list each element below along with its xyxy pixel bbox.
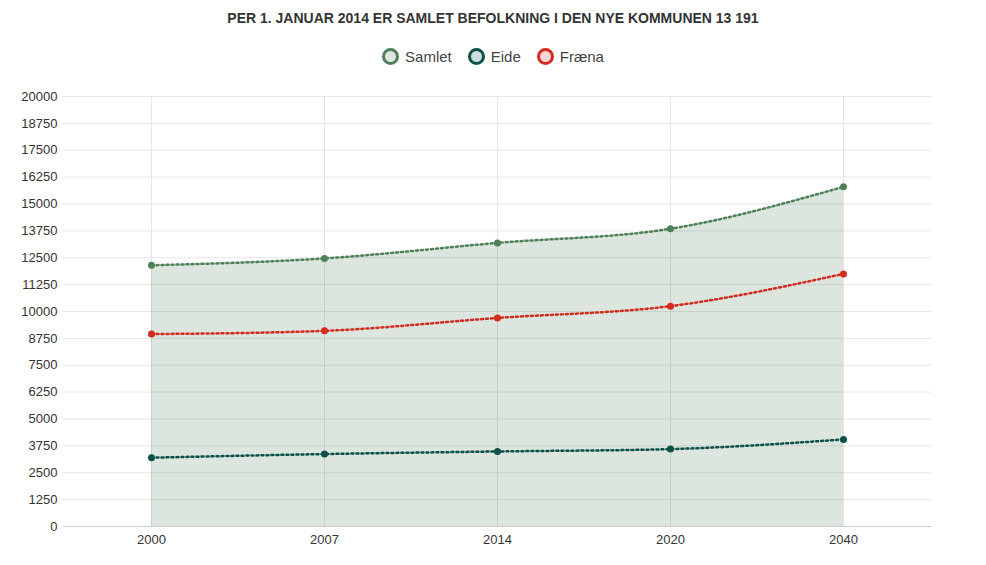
html-text:Samlet: Samlet bbox=[405, 47, 452, 65]
svg-text:2007: 2007 bbox=[310, 532, 339, 547]
svg-text:2014: 2014 bbox=[483, 532, 512, 547]
svg-text:8750: 8750 bbox=[29, 331, 58, 346]
svg-text:2000: 2000 bbox=[137, 532, 166, 547]
html-text:Eide: Eide bbox=[490, 47, 521, 65]
svg-text:7500: 7500 bbox=[29, 357, 58, 372]
html-text:PER 1. JANUAR 2014 ER SAMLET B: PER 1. JANUAR 2014 ER SAMLET BEFOLKNING … bbox=[227, 10, 759, 26]
svg-text:0: 0 bbox=[50, 519, 57, 534]
svg-text:10000: 10000 bbox=[21, 304, 57, 319]
svg-text:2500: 2500 bbox=[29, 465, 58, 480]
svg-text:2040: 2040 bbox=[829, 532, 858, 547]
svg-text:1250: 1250 bbox=[29, 492, 58, 507]
svg-text:15000: 15000 bbox=[21, 196, 57, 211]
svg-text:12500: 12500 bbox=[21, 250, 57, 265]
svg-text:3750: 3750 bbox=[29, 438, 58, 453]
svg-text:5000: 5000 bbox=[29, 411, 58, 426]
svg-text:11250: 11250 bbox=[22, 277, 57, 292]
svg-text:16250: 16250 bbox=[21, 169, 57, 184]
svg-text:18750: 18750 bbox=[21, 116, 57, 131]
svg-text:20000: 20000 bbox=[21, 89, 57, 104]
svg-text:13750: 13750 bbox=[21, 223, 57, 238]
svg-text:6250: 6250 bbox=[29, 384, 58, 399]
svg-text:2020: 2020 bbox=[656, 532, 685, 547]
html-text:Fræna: Fræna bbox=[559, 47, 604, 65]
svg-text:17500: 17500 bbox=[21, 142, 57, 157]
